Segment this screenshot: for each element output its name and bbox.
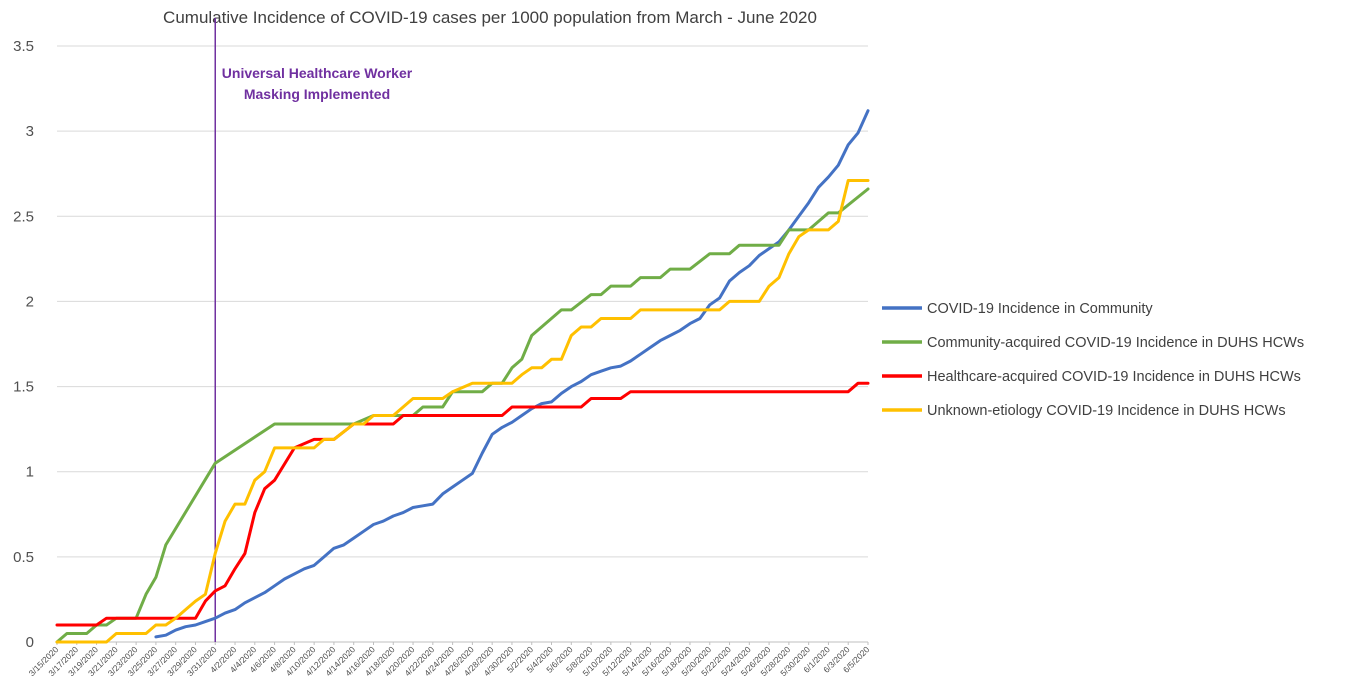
gridlines	[57, 45, 868, 643]
y-tick-label: 3	[26, 123, 34, 140]
series-line-3	[55, 381, 870, 627]
annotation-text: Universal Healthcare Worker	[222, 65, 413, 81]
y-tick-label: 0.5	[13, 549, 34, 566]
x-axis: 3/15/20203/17/20203/19/20203/21/20203/23…	[27, 642, 872, 678]
chart-title: Cumulative Incidence of COVID-19 cases p…	[163, 8, 817, 27]
series-line-1	[154, 109, 870, 639]
legend-label: COVID-19 Incidence in Community	[927, 301, 1153, 317]
y-tick-label: 2.5	[13, 208, 34, 225]
series-line-2	[55, 187, 870, 644]
legend-label: Unknown-etiology COVID-19 Incidence in D…	[927, 403, 1286, 419]
y-tick-label: 1.5	[13, 379, 34, 396]
y-tick-label: 2	[26, 293, 34, 310]
y-tick-label: 1	[26, 464, 34, 481]
legend-label: Community-acquired COVID-19 Incidence in…	[927, 335, 1304, 351]
y-axis: 0 0.5 1 1.5 2 2.5 3 3.5	[13, 38, 34, 651]
series-line-4	[55, 179, 870, 644]
series-lines	[55, 109, 870, 644]
legend-label: Healthcare-acquired COVID-19 Incidence i…	[927, 369, 1301, 385]
annotation-group: Universal Healthcare Worker Masking Imple…	[214, 18, 413, 642]
y-tick-label: 3.5	[13, 38, 34, 55]
legend: COVID-19 Incidence in Community Community…	[882, 301, 1304, 419]
annotation-text: Masking Implemented	[244, 86, 390, 102]
y-tick-label: 0	[26, 634, 34, 651]
